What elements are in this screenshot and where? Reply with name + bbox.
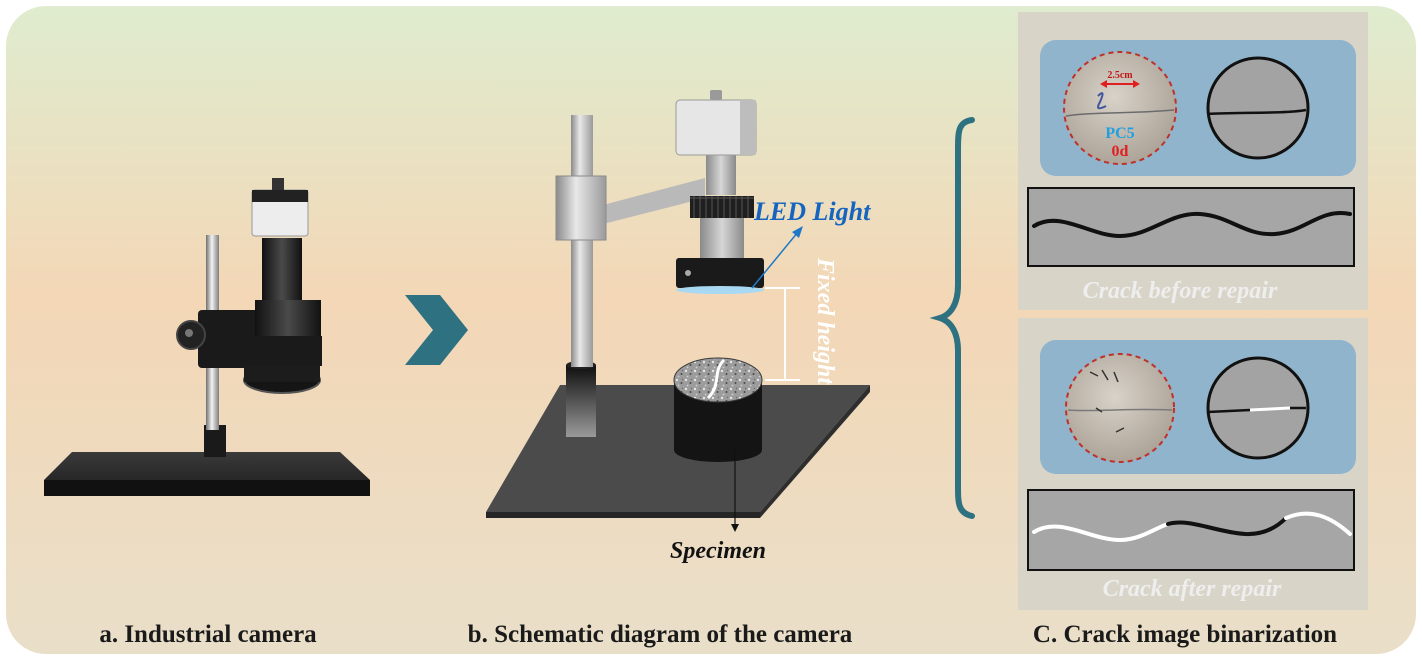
schematic-base-side bbox=[760, 385, 870, 518]
schematic-base-edge bbox=[486, 512, 760, 518]
after-binary-circle bbox=[1206, 356, 1310, 460]
schematic-lens-tube bbox=[700, 218, 744, 260]
schematic-gear-teeth bbox=[690, 196, 754, 218]
scale-arrow-left bbox=[1100, 80, 1107, 88]
led-pointer-head bbox=[792, 226, 803, 238]
caption-schematic-diagram: b. Schematic diagram of the camera bbox=[468, 621, 853, 648]
scale-arrow-right bbox=[1133, 80, 1140, 88]
schematic-pole bbox=[571, 115, 593, 367]
after-crack-healed-right bbox=[1284, 511, 1352, 536]
camera-ring-light-body bbox=[244, 366, 320, 382]
camera-lens-lower bbox=[244, 336, 322, 366]
schematic-arm bbox=[603, 178, 705, 224]
schematic-clamp bbox=[555, 175, 607, 241]
camera-base-edge bbox=[44, 480, 370, 496]
before-binary-crack bbox=[1207, 108, 1307, 116]
led-pointer-line bbox=[751, 231, 799, 289]
camera-head-top bbox=[252, 190, 308, 202]
caption-industrial-camera: a. Industrial camera bbox=[99, 621, 317, 648]
after-binary-crack-open bbox=[1207, 408, 1251, 414]
camera-lens-ring bbox=[255, 300, 321, 340]
before-photo-marking bbox=[1097, 92, 1107, 110]
schematic-camera-side bbox=[740, 100, 756, 155]
schematic-pole-lower bbox=[566, 365, 596, 437]
camera-connector bbox=[272, 178, 284, 190]
schematic-specimen-crack bbox=[706, 358, 726, 400]
crack-binarization-panel: 2.5cm PC5 0d Crack before repair Crack a… bbox=[1018, 12, 1368, 610]
caption-crack-binarization: C. Crack image binarization bbox=[1033, 621, 1337, 648]
before-crack-line bbox=[1032, 211, 1352, 239]
schematic-diagram: LED Light Fixed height Specimen bbox=[486, 90, 871, 564]
curly-brace-icon bbox=[929, 117, 975, 519]
before-photo-crack bbox=[1065, 109, 1175, 117]
after-crack-open-middle bbox=[1166, 516, 1288, 537]
schematic-specimen-bottom bbox=[674, 438, 762, 462]
scale-label: 2.5cm bbox=[1107, 70, 1133, 81]
schematic-led-screw bbox=[685, 270, 691, 276]
after-photo-crack bbox=[1067, 408, 1173, 412]
specimen-label: Specimen bbox=[670, 538, 766, 564]
before-repair-label: Crack before repair bbox=[1083, 278, 1278, 304]
before-binary-circle bbox=[1206, 56, 1310, 160]
after-repair-label: Crack after repair bbox=[1103, 576, 1282, 602]
schematic-led-ring bbox=[676, 258, 764, 288]
fixed-height-label: Fixed height bbox=[812, 257, 838, 385]
before-specimen-photo bbox=[1063, 51, 1177, 165]
after-photo-marking bbox=[1089, 369, 1125, 433]
schematic-led-glow bbox=[676, 286, 764, 294]
after-crack-healed-left bbox=[1032, 522, 1170, 543]
chevron-right-icon bbox=[405, 295, 468, 365]
schematic-camera-neck bbox=[706, 150, 736, 195]
after-binary-crack-healed bbox=[1249, 406, 1291, 412]
specimen-pointer-head bbox=[731, 524, 739, 532]
led-light-label: LED Light bbox=[753, 197, 871, 226]
after-specimen-photo bbox=[1065, 353, 1175, 463]
schematic-camera-knob bbox=[710, 90, 722, 100]
industrial-camera-photo bbox=[44, 178, 370, 496]
sample-code-label: PC5 bbox=[1105, 125, 1134, 142]
sample-age-label: 0d bbox=[1112, 143, 1129, 160]
camera-pole-foot bbox=[204, 425, 226, 457]
focus-knob-center bbox=[185, 329, 193, 337]
